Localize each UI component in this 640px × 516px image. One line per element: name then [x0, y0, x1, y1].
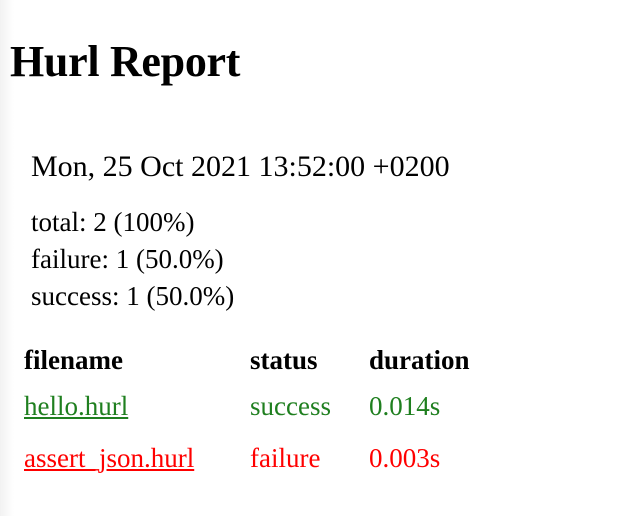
- table-row: assert_json.hurl failure 0.003s: [24, 432, 509, 484]
- results-table: filename status duration hello.hurl succ…: [24, 340, 509, 484]
- row-filename-cell: assert_json.hurl: [24, 432, 250, 484]
- table-row: hello.hurl success 0.014s: [24, 380, 509, 432]
- report-date: Mon, 25 Oct 2021 13:52:00 +0200: [31, 150, 450, 183]
- summary-block: total: 2 (100%) failure: 1 (50.0%) succe…: [31, 204, 234, 315]
- header-status: status: [250, 345, 318, 375]
- file-link-assert-json[interactable]: assert_json.hurl: [24, 443, 195, 473]
- summary-total: total: 2 (100%): [31, 207, 195, 237]
- row-status: failure: [250, 443, 321, 473]
- row-duration: 0.003s: [369, 443, 441, 473]
- header-duration: duration: [369, 345, 470, 375]
- row-status: success: [250, 391, 331, 421]
- summary-failure: failure: 1 (50.0%): [31, 244, 224, 274]
- page-edge-shade: [0, 0, 14, 516]
- page-title: Hurl Report: [10, 37, 241, 86]
- row-duration: 0.014s: [369, 391, 441, 421]
- file-link-hello[interactable]: hello.hurl: [24, 391, 129, 421]
- table-header-row: filename status duration: [24, 340, 509, 380]
- summary-success: success: 1 (50.0%): [31, 281, 235, 311]
- header-filename: filename: [24, 345, 123, 375]
- row-filename-cell: hello.hurl: [24, 380, 250, 432]
